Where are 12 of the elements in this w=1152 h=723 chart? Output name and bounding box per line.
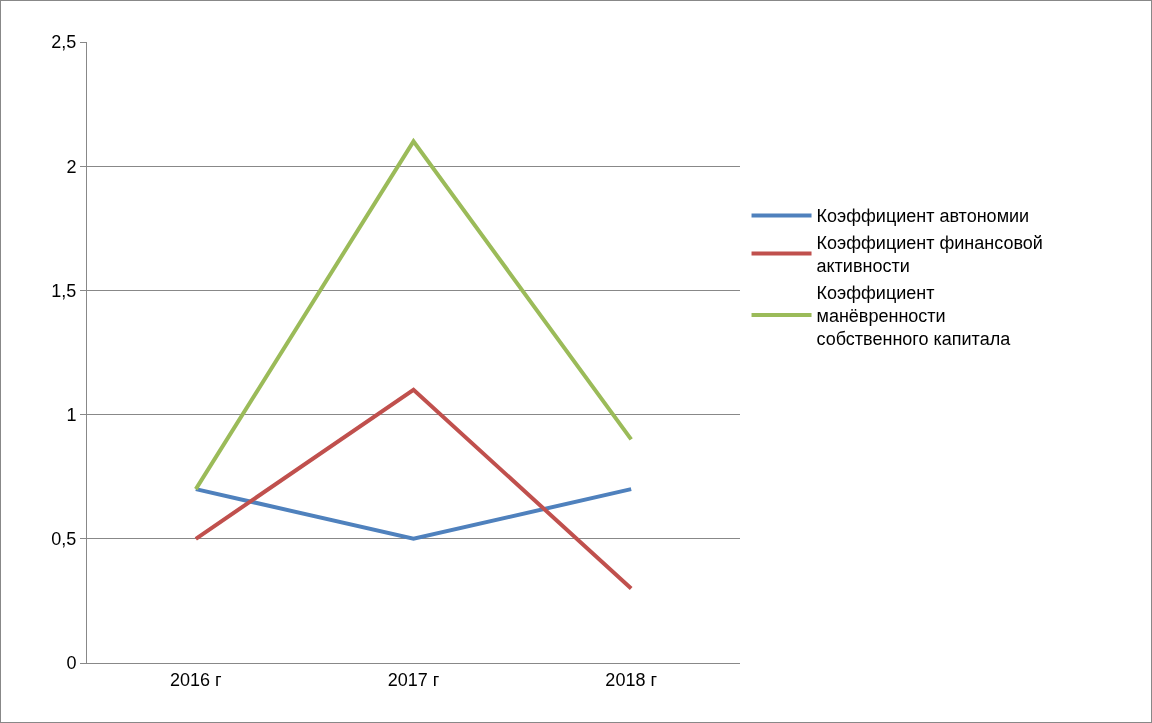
y-tick-label: 2 <box>66 156 77 177</box>
y-tick-label: 2,5 <box>51 32 77 53</box>
x-tick-label: 2016 г <box>170 669 223 690</box>
legend-label: Коэффициент манёвренности собственного капитала <box>816 282 1012 350</box>
y-tick-label: 0,5 <box>51 529 77 550</box>
x-tick-label: 2017 г <box>387 669 440 690</box>
legend-label: Коэффициент автономии <box>816 206 1030 227</box>
y-tick-label: 0 <box>66 653 77 674</box>
y-tick-label: 1 <box>66 404 77 425</box>
x-tick-label: 2018 г <box>605 669 658 690</box>
legend-label: Коэффициент финансовой активности <box>816 232 1043 277</box>
y-tick-label: 1,5 <box>51 280 77 301</box>
